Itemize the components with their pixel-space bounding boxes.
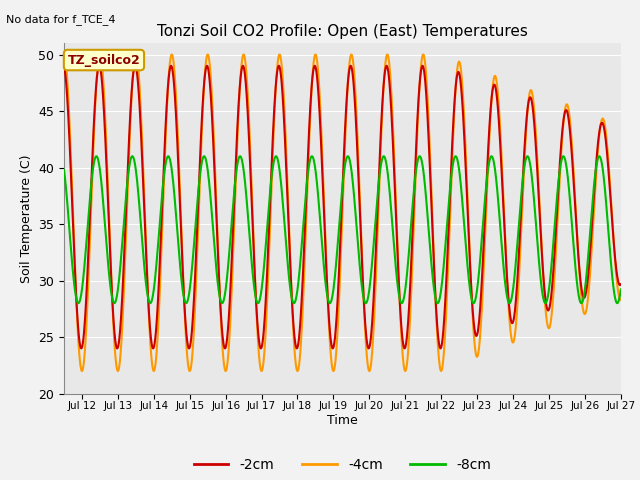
-2cm bbox=[606, 192, 614, 197]
-4cm bbox=[60, 52, 68, 58]
-4cm bbox=[617, 297, 625, 303]
-4cm bbox=[124, 192, 131, 198]
-8cm bbox=[157, 210, 164, 216]
-4cm bbox=[606, 182, 614, 188]
X-axis label: Time: Time bbox=[327, 414, 358, 427]
-2cm bbox=[157, 238, 164, 243]
Legend: -2cm, -4cm, -8cm: -2cm, -4cm, -8cm bbox=[188, 453, 497, 478]
-4cm bbox=[274, 61, 282, 67]
-2cm bbox=[419, 63, 426, 69]
Y-axis label: Soil Temperature (C): Soil Temperature (C) bbox=[20, 154, 33, 283]
-8cm bbox=[274, 156, 282, 162]
-8cm bbox=[606, 252, 614, 257]
-8cm bbox=[60, 167, 68, 173]
Text: TZ_soilco2: TZ_soilco2 bbox=[68, 54, 140, 67]
-8cm bbox=[595, 153, 603, 159]
-2cm bbox=[298, 294, 306, 300]
Line: -2cm: -2cm bbox=[64, 66, 621, 348]
-8cm bbox=[546, 277, 554, 283]
-2cm bbox=[547, 301, 554, 307]
-4cm bbox=[546, 323, 554, 328]
-2cm bbox=[274, 66, 282, 72]
Line: -8cm: -8cm bbox=[64, 156, 621, 303]
-4cm bbox=[401, 368, 409, 374]
-4cm bbox=[157, 270, 164, 276]
-2cm bbox=[617, 281, 625, 287]
Text: No data for f_TCE_4: No data for f_TCE_4 bbox=[6, 14, 116, 25]
Line: -4cm: -4cm bbox=[64, 55, 621, 371]
-4cm bbox=[298, 328, 305, 334]
Title: Tonzi Soil CO2 Profile: Open (East) Temperatures: Tonzi Soil CO2 Profile: Open (East) Temp… bbox=[157, 24, 528, 39]
-8cm bbox=[326, 300, 333, 306]
-2cm bbox=[149, 346, 157, 351]
-8cm bbox=[124, 178, 131, 183]
-8cm bbox=[617, 287, 625, 292]
-2cm bbox=[60, 64, 68, 70]
-8cm bbox=[298, 243, 305, 249]
-2cm bbox=[124, 172, 131, 178]
